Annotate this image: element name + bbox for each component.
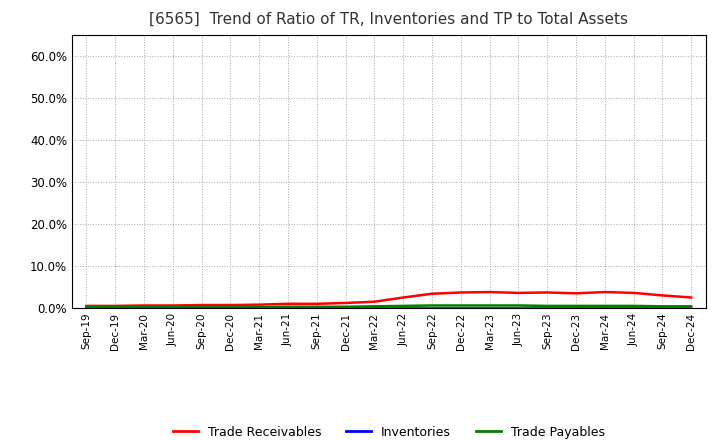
Inventories (370, 305, 379, 310)
Trade Payables (312, 304, 321, 309)
Trade Payables (687, 304, 696, 309)
Trade Payables (543, 303, 552, 308)
Trade Payables (140, 304, 148, 310)
Trade Receivables (284, 301, 292, 306)
Trade Payables (600, 303, 609, 308)
Inventories (456, 305, 465, 310)
Trade Receivables (226, 302, 235, 308)
Trade Payables (255, 304, 264, 310)
Inventories (629, 305, 638, 310)
Trade Receivables (514, 290, 523, 296)
Trade Payables (370, 304, 379, 309)
Inventories (600, 305, 609, 310)
Trade Receivables (82, 303, 91, 308)
Inventories (197, 305, 206, 310)
Trade Payables (514, 303, 523, 308)
Inventories (399, 305, 408, 310)
Inventories (284, 305, 292, 310)
Trade Receivables (255, 302, 264, 307)
Trade Receivables (341, 301, 350, 306)
Trade Receivables (572, 291, 580, 296)
Trade Receivables (543, 290, 552, 295)
Trade Receivables (399, 295, 408, 300)
Inventories (514, 305, 523, 310)
Trade Payables (658, 304, 667, 309)
Trade Payables (168, 304, 177, 310)
Inventories (687, 305, 696, 310)
Inventories (82, 305, 91, 310)
Trade Payables (399, 303, 408, 308)
Inventories (226, 305, 235, 310)
Line: Trade Receivables: Trade Receivables (86, 292, 691, 306)
Inventories (658, 305, 667, 310)
Trade Payables (82, 304, 91, 310)
Inventories (312, 305, 321, 310)
Inventories (572, 305, 580, 310)
Inventories (255, 305, 264, 310)
Trade Receivables (629, 290, 638, 296)
Trade Payables (629, 303, 638, 308)
Trade Receivables (140, 303, 148, 308)
Trade Receivables (485, 290, 494, 295)
Legend: Trade Receivables, Inventories, Trade Payables: Trade Receivables, Inventories, Trade Pa… (168, 421, 610, 440)
Trade Receivables (370, 299, 379, 304)
Inventories (168, 305, 177, 310)
Trade Payables (572, 303, 580, 308)
Trade Payables (226, 304, 235, 310)
Trade Receivables (600, 290, 609, 295)
Trade Receivables (312, 301, 321, 306)
Trade Receivables (111, 303, 120, 308)
Trade Payables (284, 304, 292, 309)
Line: Trade Payables: Trade Payables (86, 305, 691, 307)
Trade Receivables (168, 303, 177, 308)
Trade Payables (428, 303, 436, 308)
Inventories (341, 305, 350, 310)
Trade Payables (197, 304, 206, 310)
Trade Receivables (197, 302, 206, 308)
Inventories (485, 305, 494, 310)
Inventories (428, 305, 436, 310)
Trade Payables (485, 303, 494, 308)
Trade Receivables (428, 291, 436, 297)
Trade Payables (341, 304, 350, 309)
Inventories (111, 305, 120, 310)
Inventories (543, 305, 552, 310)
Trade Receivables (687, 295, 696, 300)
Trade Receivables (658, 293, 667, 298)
Inventories (140, 305, 148, 310)
Trade Receivables (456, 290, 465, 295)
Title: [6565]  Trend of Ratio of TR, Inventories and TP to Total Assets: [6565] Trend of Ratio of TR, Inventories… (149, 12, 629, 27)
Trade Payables (456, 303, 465, 308)
Trade Payables (111, 304, 120, 310)
